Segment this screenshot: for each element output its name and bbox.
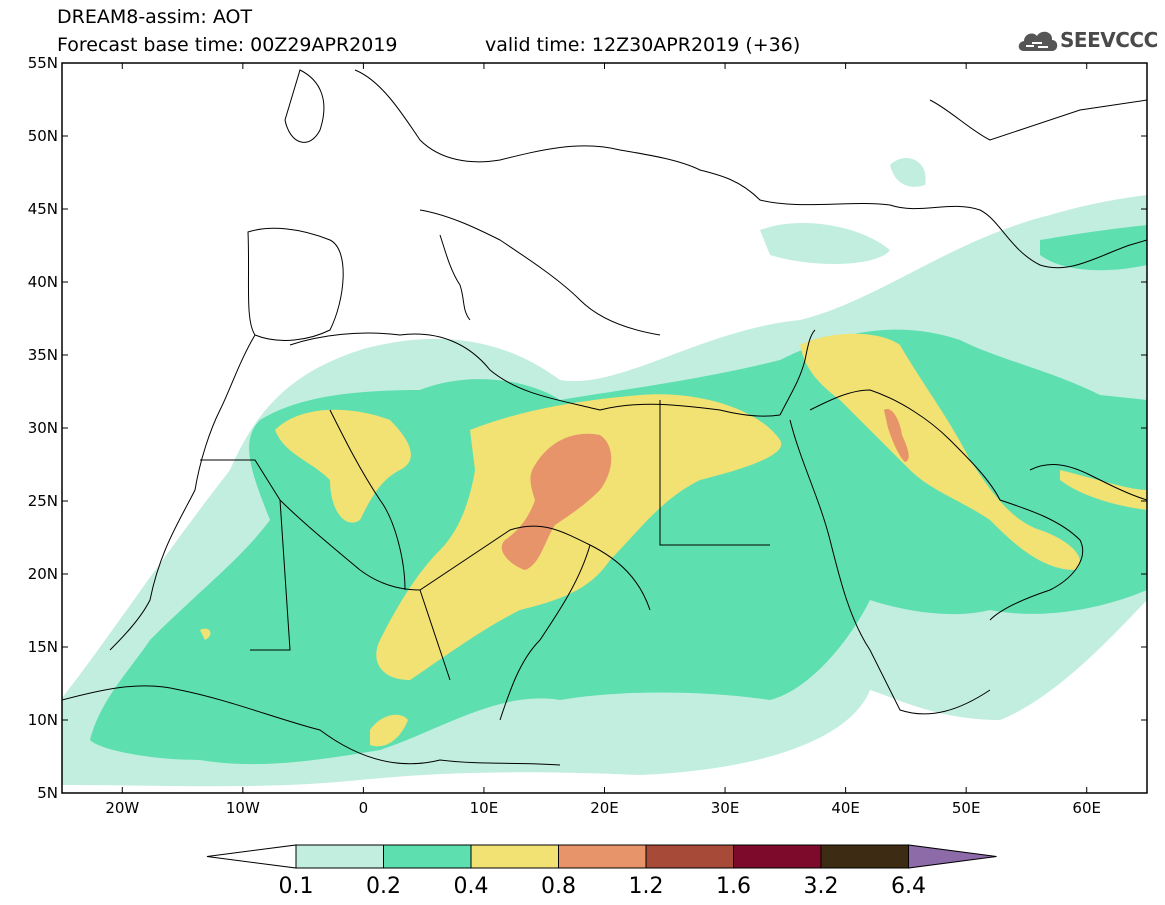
lat-label: 40N [28,273,58,291]
colorbar-label: 6.4 [891,874,926,899]
lon-label: 20W [105,799,139,817]
cloud-icon [1018,31,1058,51]
lat-label: 20N [28,565,58,583]
colorbar-swatch [383,844,472,869]
forecast-base-time: Forecast base time: 00Z29APR2019 [57,34,398,56]
colorbar-swatch [470,844,559,869]
lat-label: 25N [28,492,58,510]
colorbar-label: 3.2 [804,874,839,899]
colorbar-label: 0.2 [366,874,401,899]
lon-label: 50E [952,799,981,817]
lat-label: 35N [28,346,58,364]
lat-label: 50N [28,127,58,145]
lat-label: 10N [28,711,58,729]
seevccc-logo: SEEVCCC [1016,26,1158,56]
lat-label: 45N [28,200,58,218]
lon-label: 10W [226,799,260,817]
lon-label: 10E [470,799,499,817]
logo-text: SEEVCCC [1060,28,1158,52]
colorbar-label: 0.8 [541,874,576,899]
colorbar: 0.1 0.2 0.4 0.8 1.2 1.6 3.2 6.4 [206,844,997,899]
map-title: DREAM8-assim: AOT [57,6,253,28]
latitude-axis: 55N 50N 45N 40N 35N 30N 25N 20N 15N 10N 5N [28,54,1147,802]
lon-label: 40E [831,799,860,817]
colorbar-label: 0.4 [454,874,489,899]
colorbar-high-arrow [908,844,997,869]
colorbar-label: 1.2 [629,874,664,899]
colorbar-swatch [820,844,909,869]
colorbar-swatch [558,844,647,869]
colorbar-label: 0.1 [279,874,314,899]
aot-shading [62,157,1147,787]
lon-label: 20E [590,799,619,817]
colorbar-swatch [645,844,734,869]
lon-label: 30E [711,799,740,817]
longitude-axis: 20W 10W 0 10E 20E 30E 40E 50E 60E [105,63,1101,817]
lat-label: 15N [28,638,58,656]
lat-label: 30N [28,419,58,437]
lat-label: 5N [37,784,58,802]
colorbar-swatch [295,844,384,869]
colorbar-label: 1.6 [716,874,751,899]
colorbar-low-arrow [206,844,297,869]
lon-label: 60E [1072,799,1101,817]
lon-label: 0 [359,799,369,817]
colorbar-swatch [733,844,822,869]
valid-time: valid time: 12Z30APR2019 (+36) [485,34,801,56]
coastlines [62,69,1147,766]
lat-label: 55N [28,54,58,72]
